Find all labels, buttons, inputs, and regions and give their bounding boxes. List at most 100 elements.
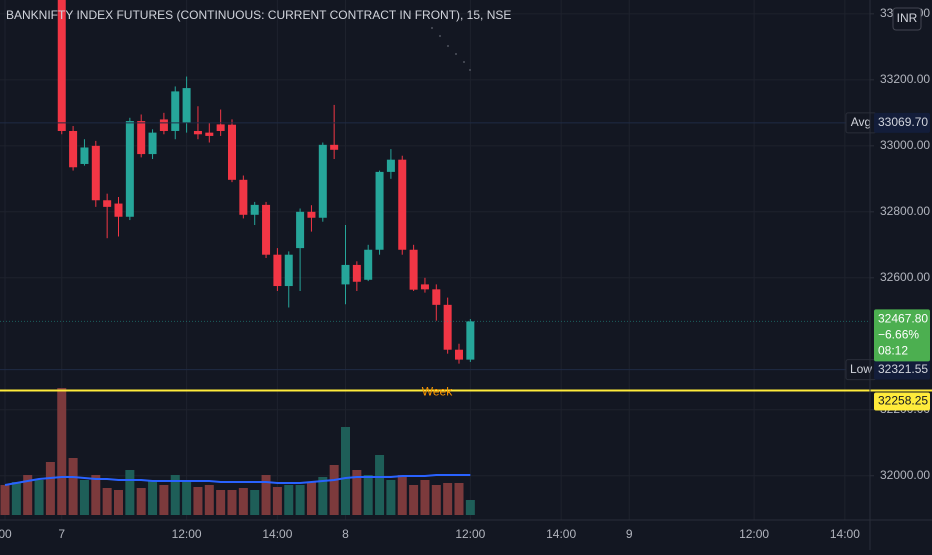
- last-change-label: −6.66%: [878, 328, 919, 342]
- candle-body: [159, 119, 168, 131]
- candle-body: [137, 121, 146, 155]
- candle-body: [386, 159, 395, 172]
- x-tick-label: 8: [342, 527, 349, 541]
- volume-pane: [0, 388, 475, 515]
- y-tick-label: 32000.00: [880, 468, 930, 482]
- candle-body: [103, 200, 112, 207]
- price-line-name: Week: [422, 385, 453, 399]
- volume-bar: [261, 475, 271, 515]
- candle-body: [455, 349, 463, 360]
- volume-bar: [159, 485, 169, 515]
- x-tick-label: 12:00: [455, 527, 485, 541]
- candle-body: [398, 159, 407, 250]
- dots: [431, 27, 471, 71]
- volume-bar: [431, 485, 441, 515]
- candle-body: [239, 179, 248, 215]
- volume-bar: [363, 475, 373, 515]
- volume-bar: [295, 485, 305, 515]
- candle-body: [466, 321, 475, 360]
- volume-bar: [114, 490, 123, 515]
- candle-body: [375, 171, 384, 250]
- price-label: 32258.25: [878, 394, 928, 408]
- volume-bar: [318, 477, 328, 515]
- price-label-box: [874, 359, 930, 380]
- volume-bar: [341, 427, 350, 515]
- volume-bar: [465, 500, 475, 515]
- candle-body: [182, 88, 191, 123]
- volume-bar: [102, 488, 112, 515]
- volume-bar: [34, 480, 44, 515]
- currency-button: [892, 7, 922, 31]
- candle-body: [80, 147, 89, 164]
- candle-body: [284, 254, 293, 287]
- candle-body: [296, 211, 305, 249]
- price-label-box: [874, 392, 930, 411]
- currency-label: INR: [897, 11, 918, 25]
- candle-body: [228, 124, 236, 180]
- chart-title: BANKNIFTY INDEX FUTURES (CONTINUOUS: CUR…: [6, 8, 511, 22]
- volume-bar: [386, 480, 396, 515]
- volume-bar: [397, 475, 407, 515]
- x-tick-label: 00: [0, 527, 12, 541]
- price-label: 32321.55: [878, 362, 928, 376]
- volume-bar: [420, 480, 430, 515]
- volume-bar: [454, 483, 464, 515]
- volume-bar: [170, 475, 180, 515]
- candle-body: [205, 132, 214, 136]
- candle-body: [318, 144, 327, 218]
- y-tick-label: 32800.00: [880, 204, 930, 218]
- x-tick-label: 14:00: [546, 527, 576, 541]
- candle-body: [125, 121, 134, 217]
- volume-bar: [204, 485, 214, 515]
- overlay: 33400.0033200.0033000.0032800.0032600.00…: [0, 6, 932, 541]
- y-tick-label: 33000.00: [880, 138, 930, 152]
- volume-bar: [238, 488, 248, 515]
- candle-body: [69, 130, 78, 168]
- volume-bar: [79, 480, 89, 515]
- price-label: 33069.70: [878, 115, 928, 129]
- candle-body: [171, 91, 180, 131]
- last-price-box: [874, 309, 930, 362]
- volume-bar: [443, 483, 453, 515]
- candle-body: [250, 204, 259, 215]
- last-price-label: 32467.80: [878, 312, 928, 326]
- candle-body: [341, 264, 350, 285]
- volume-bar: [125, 470, 135, 515]
- volume-bar: [409, 485, 419, 515]
- volume-bar: [306, 482, 316, 515]
- countdown-label: 08:12: [878, 344, 908, 358]
- candle-body: [409, 249, 418, 290]
- price-line-name: Avg: [851, 115, 871, 129]
- volume-bar: [57, 388, 67, 515]
- volume-bar: [136, 488, 146, 515]
- candle-body: [307, 211, 316, 218]
- volume-bar: [148, 480, 158, 515]
- volume-bar: [45, 462, 55, 515]
- candle-body: [216, 124, 225, 131]
- volume-bar: [216, 490, 226, 515]
- y-tick-label: 32600.00: [880, 270, 930, 284]
- price-label-box: [874, 112, 930, 133]
- volume-ma-line: [4, 474, 471, 486]
- volume-bar: [284, 485, 294, 515]
- x-tick-label: 7: [58, 527, 65, 541]
- candle-body: [364, 249, 373, 280]
- y-tick-label: 33200.00: [880, 72, 930, 86]
- volume-bar: [329, 465, 339, 515]
- price-pane: [57, 0, 475, 364]
- volume-bar: [272, 487, 282, 515]
- volume-bar: [250, 490, 260, 515]
- volume-bar: [352, 470, 362, 515]
- volume-bar: [11, 482, 21, 515]
- x-tick-label: 12:00: [739, 527, 769, 541]
- candle-body: [352, 264, 361, 282]
- candle-body: [443, 304, 452, 350]
- volume-bar: [182, 482, 192, 515]
- volume-bar: [375, 455, 385, 515]
- x-tick-label: 12:00: [172, 527, 202, 541]
- x-tick-label: 14:00: [830, 527, 860, 541]
- candle-body: [262, 204, 271, 255]
- volume-bar: [68, 458, 78, 515]
